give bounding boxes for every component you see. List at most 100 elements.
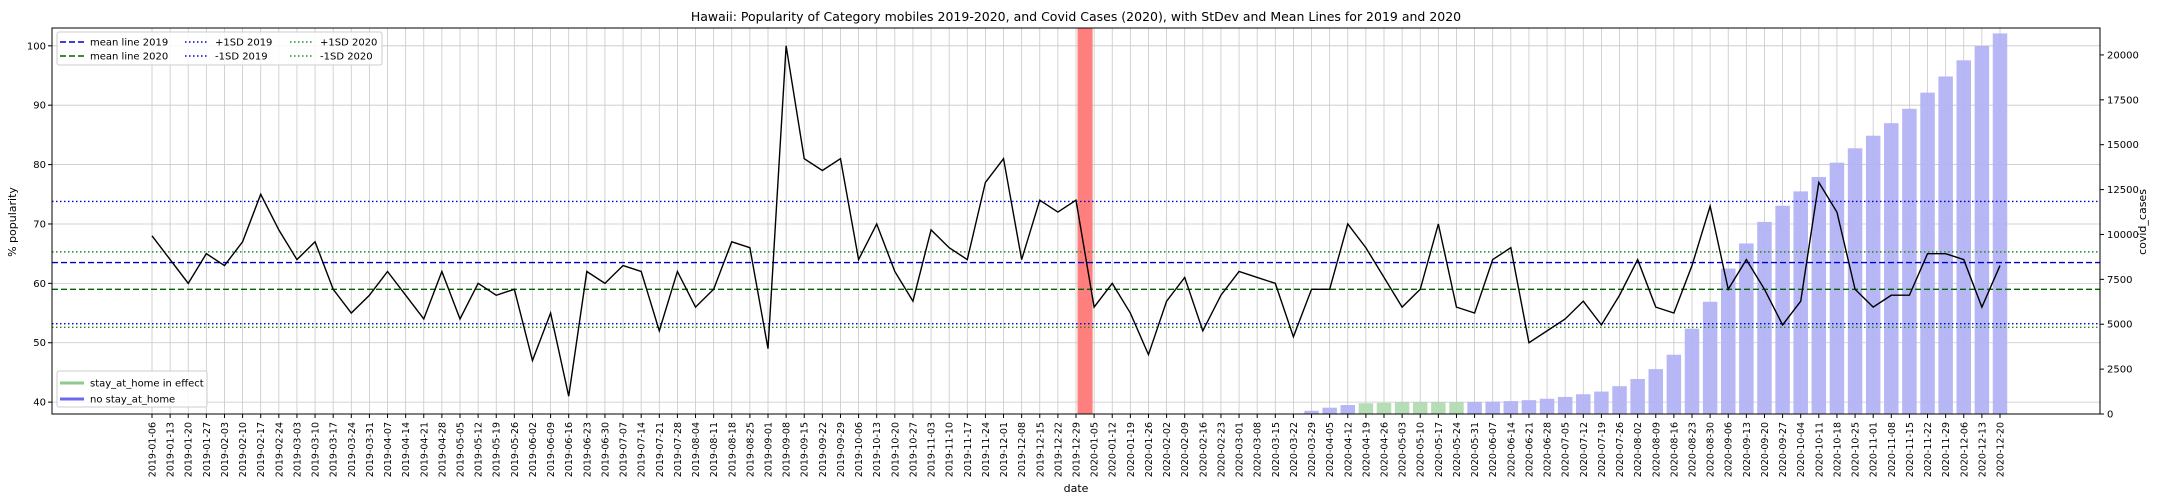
x-tick-label: 2020-09-13 [1742,422,1753,477]
x-tick-label: 2019-08-04 [691,422,702,477]
x-tick-label: 2020-07-12 [1579,422,1590,477]
x-tick-label: 2020-10-18 [1832,422,1843,477]
x-tick-label: 2019-12-29 [1072,422,1083,477]
covid-bar [1992,33,2008,414]
covid-bar [1956,60,1972,414]
popularity-series-line [151,45,2001,397]
x-tick-label: 2020-09-20 [1760,422,1771,477]
x-tick-label: 2020-06-28 [1543,422,1554,477]
y-tick-label-right: 7500 [2107,275,2132,286]
x-tick-label: 2020-10-11 [1814,422,1825,477]
x-tick-label: 2020-04-19 [1361,422,1372,477]
y-axis-label-right: covid_cases [2136,189,2149,255]
y-tick-label-left: 50 [33,338,46,349]
y-tick-label-left: 100 [27,41,46,52]
x-tick-label: 2020-11-22 [1923,422,1934,477]
x-tick-label: 2019-07-07 [619,422,630,477]
covid-bar [1412,402,1428,414]
x-tick-label: 2019-08-11 [709,422,720,477]
x-tick-label: 2020-08-23 [1688,422,1699,477]
covid-bar [1485,401,1500,414]
covid-bar [1811,177,1827,414]
y-tick-label-left: 60 [33,279,46,290]
x-axis: 2019-01-06 2019-01-13 2019-01-20 2019-01-27… [148,414,2007,477]
x-tick-label: 2019-05-12 [474,422,485,477]
y-tick-label-right: 15000 [2107,140,2139,151]
legend-box [56,31,383,66]
x-tick-label: 2019-03-17 [329,422,340,477]
x-tick-label: 2020-08-30 [1706,422,1717,477]
covid-bar [1539,398,1555,414]
x-tick-label: 2019-10-06 [854,422,865,477]
covid-bar [1594,391,1609,414]
y-tick-label-right: 5000 [2107,320,2132,331]
year-boundary-marker [1077,28,1093,414]
x-tick-label: 2019-12-15 [1035,422,1046,477]
x-tick-label: 2020-03-29 [1307,422,1318,477]
x-tick-label: 2020-08-16 [1669,422,1680,477]
left-axis: 40 50 60 70 80 90 100 [27,41,52,409]
x-tick-label: 2019-07-28 [673,422,684,477]
covid-bar [1449,402,1464,414]
covid-bar [1304,410,1319,414]
x-tick-label: 2019-09-15 [800,422,811,477]
x-tick-label: 2019-01-27 [202,422,213,477]
x-tick-label: 2020-11-29 [1941,422,1952,477]
legend-reference-lines: mean line 2019 mean line 2020 +1SD 2019 -1S… [56,31,383,66]
x-tick-label: 2020-11-15 [1905,422,1916,477]
covid-bar [1630,378,1645,414]
x-tick-label: 2019-04-14 [401,422,412,477]
right-axis: 0 2500 5000 7500 10000 12500 15000 17500 20000 [2100,50,2139,421]
x-tick-label: 2020-12-20 [1996,422,2007,477]
legend-bars: stay_at_home in effect no stay_at_home [56,370,208,408]
x-tick-label: 2020-04-05 [1325,422,1336,477]
x-tick-label: 2019-04-07 [383,422,394,477]
x-tick-label: 2019-06-23 [582,422,593,477]
covid-bar [1884,123,1899,414]
x-tick-label: 2019-09-29 [836,422,847,477]
x-tick-label: 2020-08-02 [1633,422,1644,477]
y-tick-label-right: 20000 [2107,50,2139,61]
covid-bar [1358,403,1374,414]
covid-bar [1684,328,1700,414]
y-tick-label-right: 12500 [2107,185,2139,196]
x-tick-label: 2020-12-06 [1959,422,1970,477]
x-tick-label: 2020-08-09 [1651,422,1662,477]
x-tick-label: 2019-09-08 [782,422,793,477]
x-tick-label: 2020-03-01 [1235,422,1246,477]
y-tick-label-right: 2500 [2107,365,2132,376]
covid-bar [1322,407,1337,414]
covid-bar [1829,162,1845,414]
x-tick-label: 2019-10-13 [872,422,883,477]
x-tick-label: 2020-07-19 [1597,422,1608,477]
y-tick-label-right: 10000 [2107,230,2139,241]
x-tick-label: 2019-02-24 [274,422,285,477]
covid-bar [1902,108,1917,414]
x-tick-label: 2020-05-10 [1416,422,1427,477]
covid-bar [1739,243,1754,414]
y-tick-label-right: 17500 [2107,95,2139,106]
x-tick-label: 2019-11-10 [945,422,956,477]
x-tick-label: 2019-05-05 [456,422,467,477]
x-tick-label: 2019-08-18 [727,422,738,477]
x-tick-label: 2019-03-24 [347,422,358,477]
x-tick-label: 2019-12-08 [1017,422,1028,477]
chart-title: Hawaii: Popularity of Category mobiles 2… [691,9,1461,24]
x-tick-label: 2019-10-20 [890,422,901,477]
year-boundary-band [1077,28,1093,414]
y-tick-label-left: 80 [33,160,46,171]
x-tick-label: 2019-02-17 [256,422,267,477]
x-tick-label: 2020-10-25 [1851,422,1862,477]
y-tick-label-left: 40 [33,398,46,409]
x-tick-label: 2019-08-25 [745,422,756,477]
x-tick-label: 2019-01-20 [184,422,195,477]
x-tick-label: 2020-12-13 [1977,422,1988,477]
x-tick-label: 2020-02-09 [1180,422,1191,477]
covid-bar [1521,400,1537,414]
covid-bar [1503,401,1519,414]
x-tick-label: 2020-09-27 [1778,422,1789,477]
y-tick-label-right: 0 [2107,410,2113,421]
x-tick-label: 2019-01-06 [148,422,159,477]
legend-label: -1SD 2019 [215,52,268,63]
